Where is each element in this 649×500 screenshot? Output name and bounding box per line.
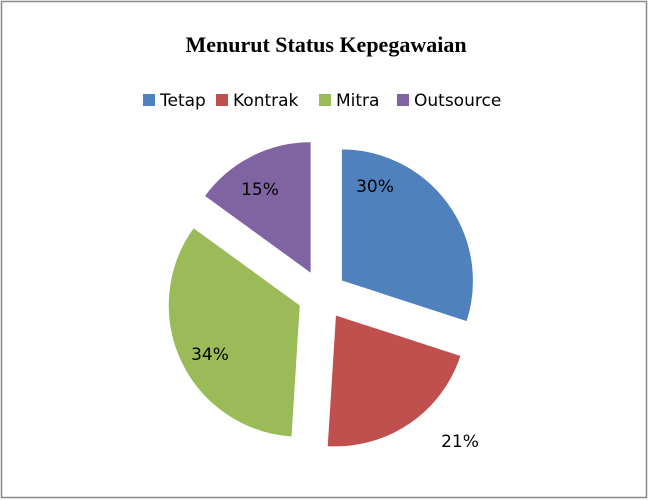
data-label: 34% <box>191 345 229 365</box>
legend-label: Kontrak <box>233 91 299 111</box>
legend-label: Mitra <box>336 91 379 111</box>
legend-swatch <box>319 94 331 106</box>
data-label: 15% <box>241 180 279 200</box>
legend-label: Outsource <box>414 91 501 111</box>
data-label: 21% <box>441 432 479 452</box>
data-label: 30% <box>356 177 394 197</box>
pie-slice <box>167 226 301 438</box>
legend-swatch <box>143 94 155 106</box>
legend-label: Tetap <box>159 91 206 111</box>
legend-swatch <box>216 94 228 106</box>
legend-swatch <box>397 94 409 106</box>
chart-title: Menurut Status Kepegawaian <box>185 32 466 57</box>
pie-slice <box>340 148 474 323</box>
pie-slice <box>326 314 462 448</box>
pie-slice <box>203 141 312 275</box>
